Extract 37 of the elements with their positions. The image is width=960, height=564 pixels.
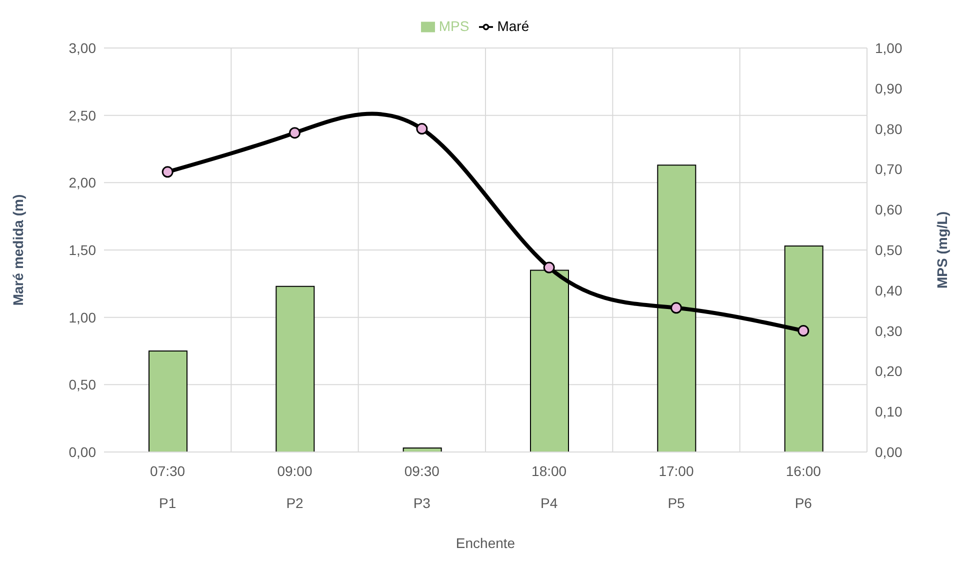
- point: [416, 123, 428, 135]
- y-tick-label: 2,00: [68, 174, 96, 191]
- y-tick-label: 0,50: [68, 376, 96, 393]
- point: [289, 127, 300, 139]
- point: [543, 262, 555, 274]
- x-tick-label: 09:30 P3: [404, 463, 440, 511]
- y2-tick-label: 0,40: [875, 282, 902, 298]
- y2-tick-label: 0,60: [875, 202, 902, 218]
- x-tick-label: 16:00 P6: [786, 463, 822, 511]
- y2-axis-title: MPS (mg/L): [934, 212, 950, 288]
- x-tick-label: 07:30 P1: [150, 463, 186, 511]
- y2-tick-label: 0,00: [875, 444, 902, 460]
- x-tick-label: 17:00 P5: [658, 463, 694, 511]
- y2-tick-label: 0,70: [875, 161, 902, 178]
- y2-tick-label: 0,90: [875, 80, 902, 96]
- y-tick-label: 1,50: [68, 242, 96, 258]
- point: [162, 166, 174, 178]
- legend-label: Maré: [497, 18, 530, 34]
- y-axis-title: Maré medida (m): [10, 194, 26, 306]
- x-tick-label: 09:00 P2: [277, 463, 312, 511]
- bar: [148, 350, 188, 452]
- y-tick-label: 2,50: [68, 107, 96, 124]
- y2-tick-label: 0,10: [875, 404, 902, 420]
- y2-tick-label: 0,30: [875, 322, 902, 339]
- y2-tick-label: 0,80: [875, 120, 902, 137]
- y-tick-label: 1,00: [68, 309, 96, 326]
- x-tick-label: 18:00 P4: [532, 463, 567, 511]
- bar: [276, 286, 315, 452]
- legend-label: MPS: [438, 18, 470, 34]
- y2-tick-label: 1,00: [875, 40, 902, 56]
- point: [670, 302, 682, 314]
- point: [798, 325, 810, 337]
- y2-tick-label: 0,50: [875, 242, 902, 258]
- y-tick-label: 0,00: [68, 444, 96, 460]
- x-axis-title: Enchente: [456, 535, 516, 551]
- y-tick-label: 3,00: [68, 40, 96, 56]
- y2-tick-label: 0,20: [875, 363, 902, 380]
